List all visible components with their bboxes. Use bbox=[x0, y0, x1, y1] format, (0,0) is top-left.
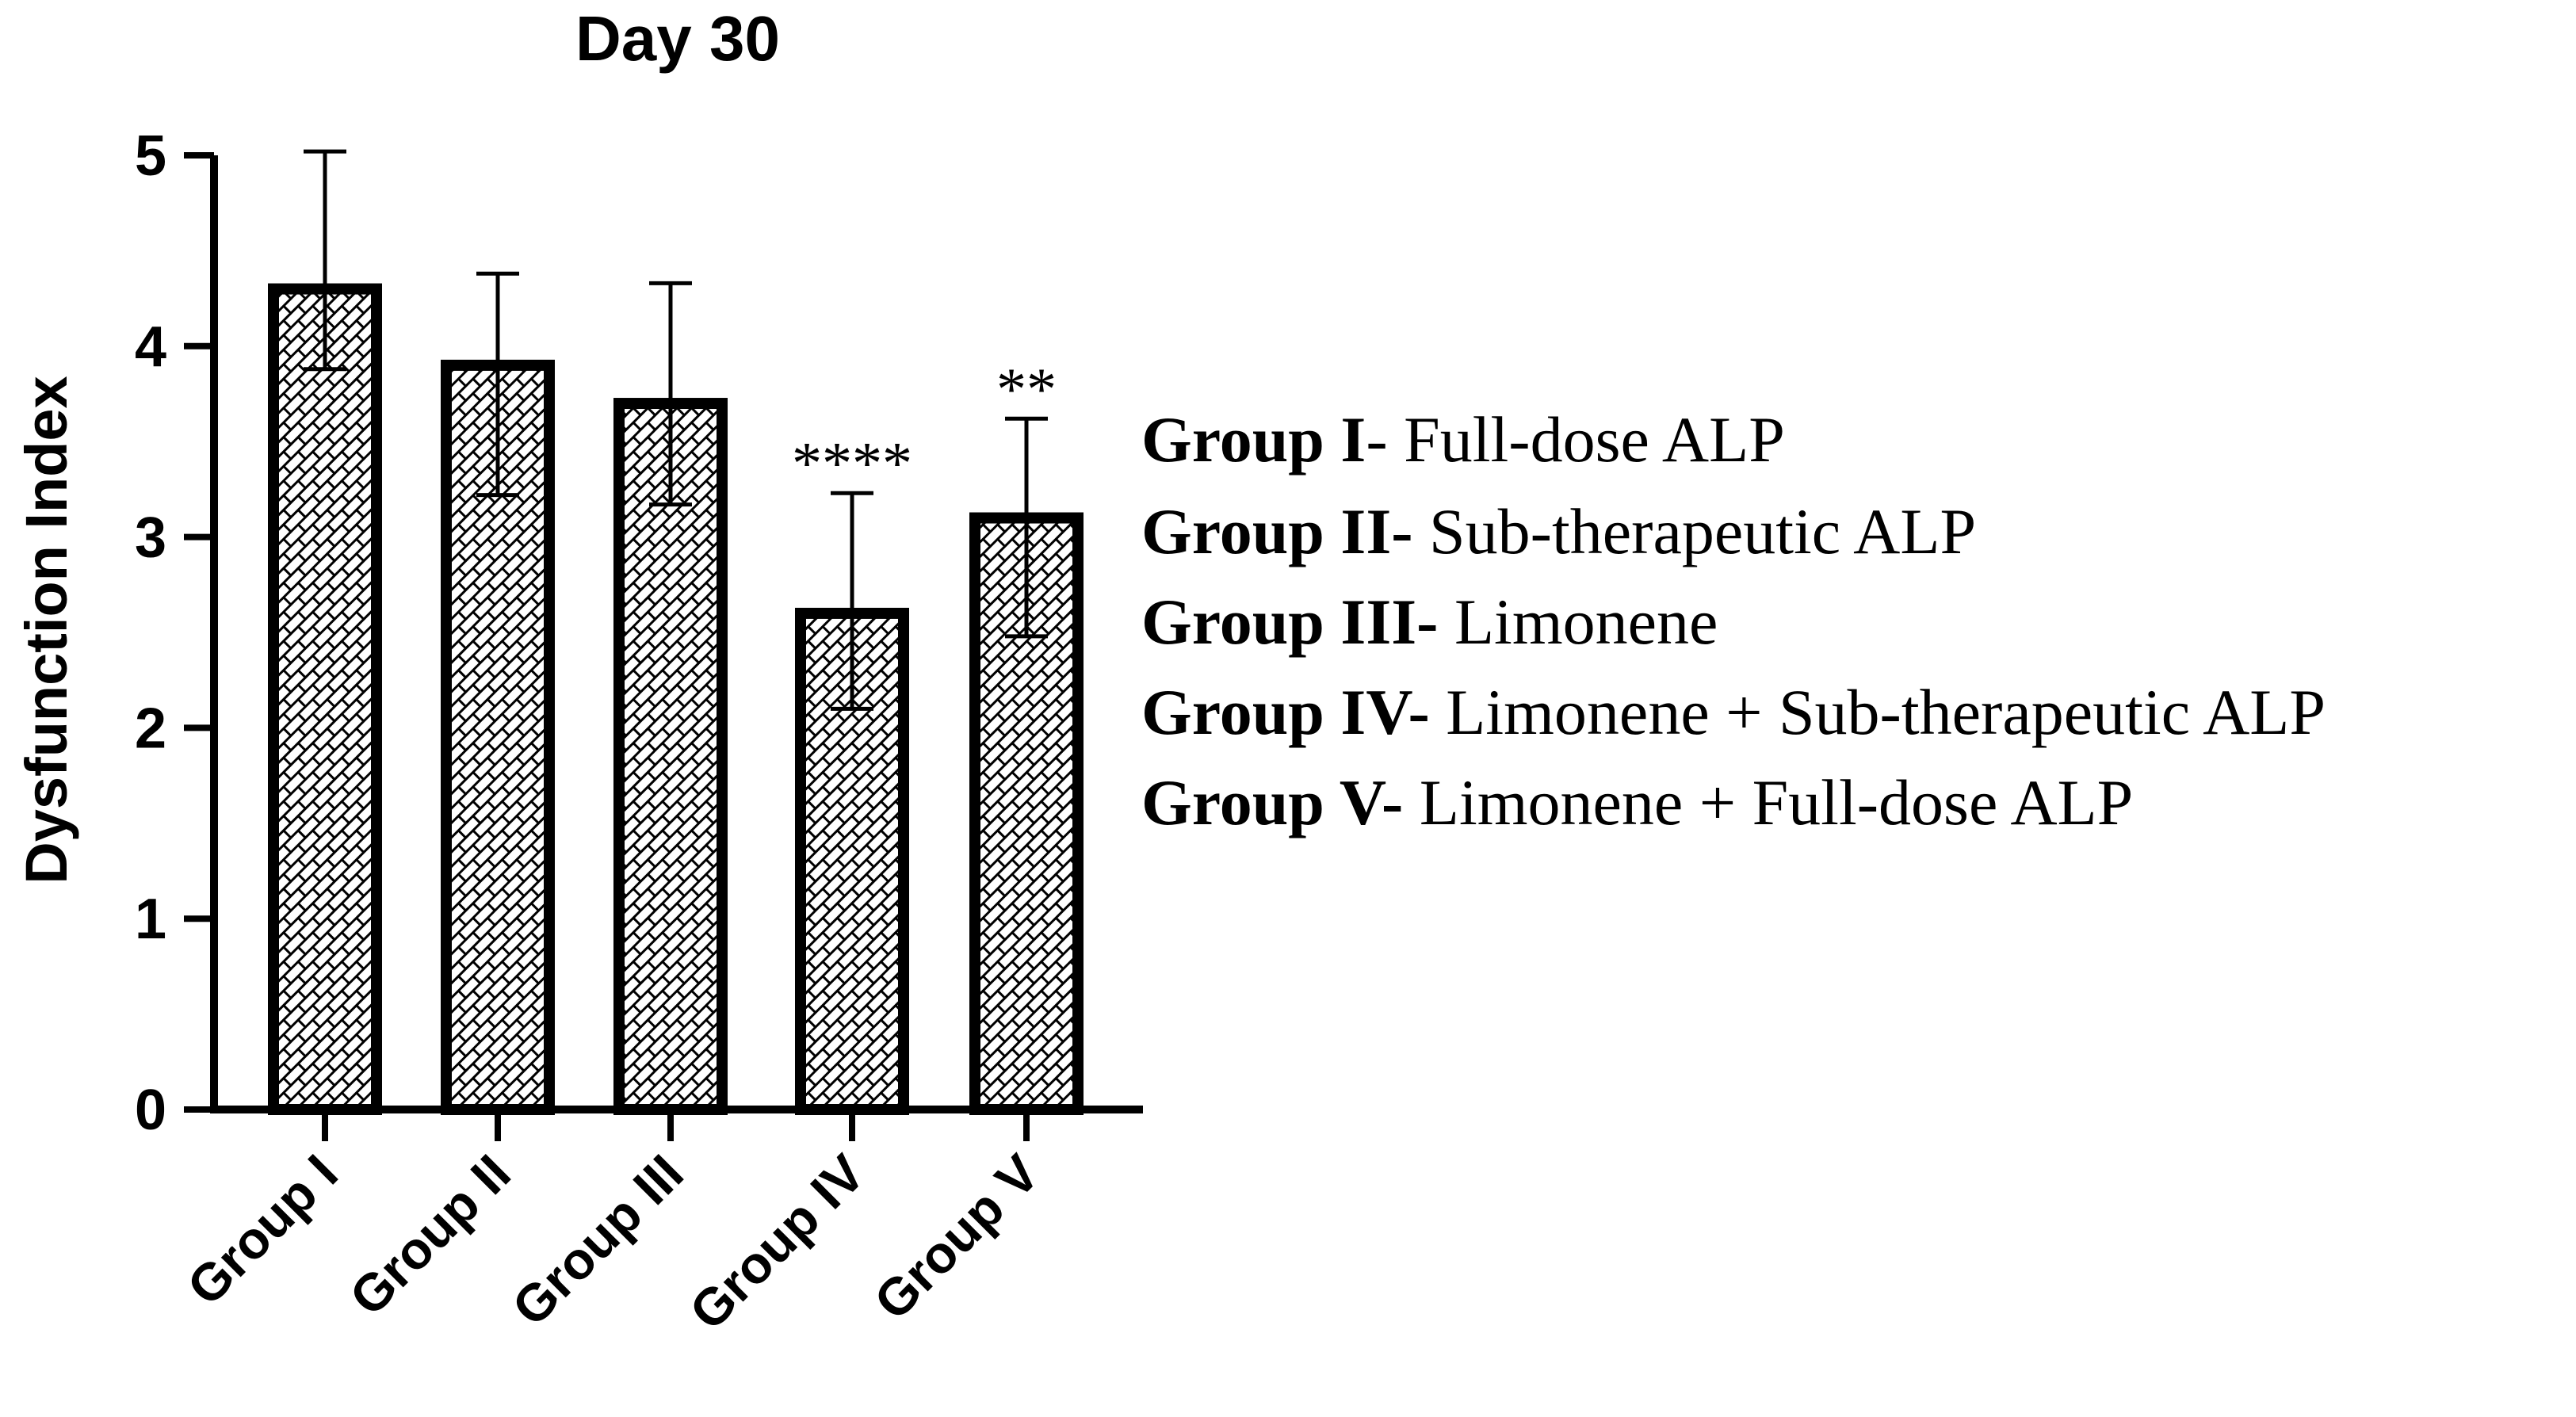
bars-group bbox=[268, 283, 1084, 1116]
x-tick-label: Group V bbox=[862, 1144, 1049, 1331]
x-tick-label: Group I bbox=[176, 1144, 349, 1316]
x-tick-label: Group IV bbox=[678, 1144, 876, 1341]
legend-item-group: Group III- bbox=[1141, 586, 1438, 658]
legend-item-group: Group II- bbox=[1141, 495, 1413, 567]
significance-label: ** bbox=[996, 356, 1057, 422]
chart-title: Day 30 bbox=[575, 3, 780, 74]
legend-item-group: Group I bbox=[1141, 403, 1366, 476]
y-tick-label: 0 bbox=[135, 1079, 166, 1142]
legend-item: Group III- Limonene bbox=[1141, 586, 1718, 658]
legend-item-description: Limonene + Full-dose ALP bbox=[1403, 766, 2133, 838]
bar bbox=[613, 398, 728, 1116]
legend-item-description: Limonene + Sub-therapeutic ALP bbox=[1430, 676, 2326, 748]
error-bars-group bbox=[304, 149, 1048, 711]
y-tick-label: 1 bbox=[135, 888, 166, 951]
y-tick-label: 2 bbox=[135, 697, 166, 760]
y-tick-label: 4 bbox=[135, 315, 166, 379]
x-tick-label: Group II bbox=[338, 1144, 522, 1327]
legend-item-group: Group IV- bbox=[1141, 676, 1430, 748]
y-tick-label: 5 bbox=[135, 124, 166, 188]
legend-item-description: - Full-dose ALP bbox=[1366, 403, 1784, 476]
y-axis-label: Dysfunction Index bbox=[13, 376, 79, 884]
legend-item: Group I- Full-dose ALP bbox=[1141, 403, 1785, 476]
legend-item-description: Limonene bbox=[1438, 586, 1718, 658]
y-ticks-group: 0 1 2 3 4 5 bbox=[135, 124, 214, 1142]
bar bbox=[268, 283, 382, 1115]
legend-item: Group IV- Limonene + Sub-therapeutic ALP bbox=[1141, 676, 2326, 748]
legend-item: Group V- Limonene + Full-dose ALP bbox=[1141, 766, 2133, 838]
legend: Group I- Full-dose ALP Group II- Sub-ther… bbox=[1141, 403, 2326, 838]
legend-item-description: Sub-therapeutic ALP bbox=[1413, 495, 1977, 567]
legend-item: Group II- Sub-therapeutic ALP bbox=[1141, 495, 1976, 567]
legend-item-group: Group V- bbox=[1141, 766, 1403, 838]
significance-group: ****** bbox=[792, 356, 1057, 497]
y-tick-label: 3 bbox=[135, 506, 166, 570]
significance-label: **** bbox=[792, 430, 912, 497]
x-tick-label: Group III bbox=[501, 1144, 694, 1337]
